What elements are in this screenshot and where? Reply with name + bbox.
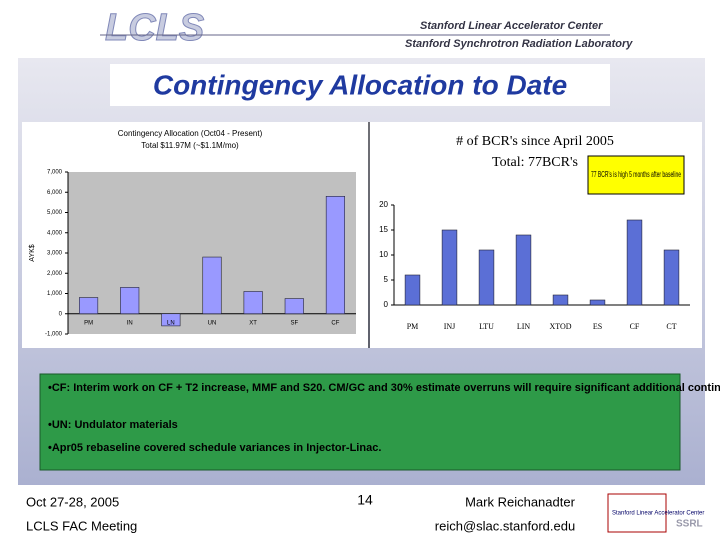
bar <box>243 291 263 315</box>
annotation-box <box>587 155 685 195</box>
y-tick-label: 1,000 <box>47 291 63 297</box>
x-tick-label: UN <box>208 320 217 326</box>
footer-band <box>0 485 720 540</box>
y-tick-label: 6,000 <box>47 190 63 196</box>
bar <box>515 234 532 306</box>
x-tick-label: XT <box>249 320 257 326</box>
plot-area <box>394 205 690 305</box>
x-tick-label: SF <box>290 320 298 326</box>
bar <box>202 256 222 315</box>
notes-box <box>39 373 681 471</box>
bar <box>404 274 421 306</box>
x-tick-label: IN <box>127 320 133 326</box>
y-tick-label: 0 <box>59 311 63 317</box>
y-tick-label: 10 <box>379 250 388 259</box>
x-tick-label: PM <box>407 322 419 331</box>
x-tick-label: CF <box>331 320 339 326</box>
title-box <box>110 64 610 106</box>
x-tick-label: LIN <box>517 322 531 331</box>
footer-logo: Stanford Linear Accelerator Center <box>612 511 704 517</box>
bar <box>626 219 643 306</box>
y-tick-label: 7,000 <box>47 170 63 176</box>
x-tick-label: CF <box>630 322 640 331</box>
x-tick-label: CT <box>666 322 676 331</box>
y-tick-label: 2,000 <box>47 271 63 277</box>
bar <box>120 287 140 315</box>
y-tick-label: 5 <box>384 275 389 284</box>
footer-logo: SSRL <box>676 519 703 530</box>
chart-subtitle: Total: 77BCR's <box>492 155 578 170</box>
x-tick-label: LTU <box>479 322 494 331</box>
org: Stanford Linear Accelerator Center <box>420 20 603 32</box>
bar <box>161 313 181 327</box>
logo: LCLS <box>105 7 204 49</box>
bar <box>325 196 345 315</box>
slide-title: Contingency Allocation to Date <box>153 69 567 100</box>
bar <box>441 229 458 306</box>
y-tick-label: 0 <box>384 300 389 309</box>
x-tick-label: INJ <box>444 322 456 331</box>
bar <box>478 249 495 306</box>
y-tick-label: 15 <box>379 225 388 234</box>
note: •UN: Undulator materials <box>48 419 178 431</box>
org: Stanford Synchrotron Radiation Laborator… <box>405 38 633 50</box>
chart-title: Contingency Allocation (Oct04 - Present) <box>118 129 263 138</box>
footer-author: Mark Reichanadter <box>465 494 575 509</box>
bar <box>663 249 680 306</box>
x-tick-label: XTOD <box>549 322 571 331</box>
footer-meeting: LCLS FAC Meeting <box>26 518 137 533</box>
y-tick-label: 5,000 <box>47 210 63 216</box>
bar <box>589 299 606 306</box>
y-tick-label: -1,000 <box>45 332 63 338</box>
note: •CF: Interim work on CF + T2 increase, M… <box>48 382 720 394</box>
y-axis-label: AYK$ <box>29 244 36 261</box>
annotation: 77 BCR's is high 5 months after baseline <box>591 170 681 179</box>
note: •Apr05 rebaseline covered schedule varia… <box>48 442 381 454</box>
bar <box>552 294 569 306</box>
logo-box <box>607 493 667 533</box>
chart-subtitle: Total $11.97M (~$1.1M/mo) <box>141 141 239 150</box>
chart-title: # of BCR's since April 2005 <box>456 134 614 149</box>
footer-email: reich@slac.stanford.edu <box>435 518 575 533</box>
y-tick-label: 4,000 <box>47 230 63 236</box>
x-tick-label: LN <box>167 320 175 326</box>
page-number: 14 <box>357 492 373 508</box>
y-tick-label: 3,000 <box>47 251 63 257</box>
bar <box>284 298 304 315</box>
x-tick-label: ES <box>593 322 602 331</box>
bar <box>79 297 99 315</box>
footer-date: Oct 27-28, 2005 <box>26 494 119 509</box>
y-tick-label: 20 <box>379 200 388 209</box>
x-tick-label: PM <box>84 320 93 326</box>
